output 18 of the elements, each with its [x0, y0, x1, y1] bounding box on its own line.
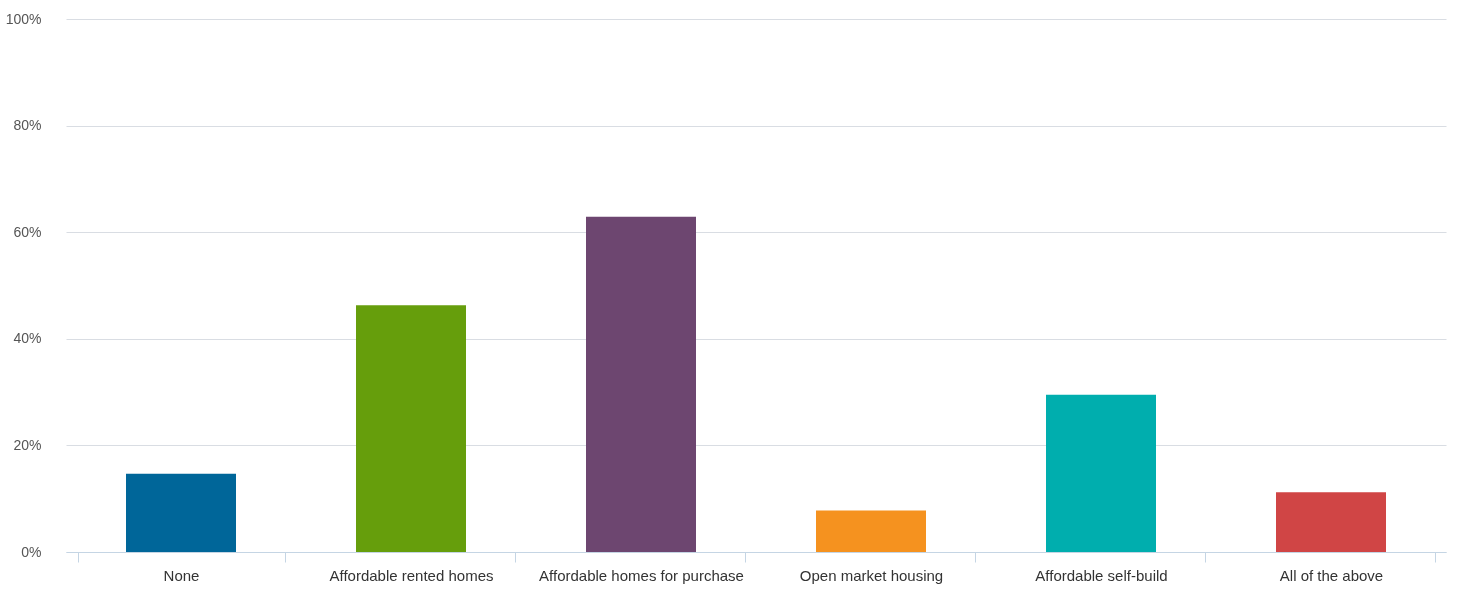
x-tick-label: Affordable rented homes [329, 566, 494, 584]
x-tick-label: Open market housing [799, 566, 944, 584]
bar [1046, 394, 1156, 552]
y-tick-label: 20% [13, 436, 42, 453]
y-tick-label: 80% [13, 117, 42, 134]
x-tick-label: None [163, 566, 200, 584]
bar [126, 473, 236, 552]
bar [586, 216, 696, 552]
bar [356, 305, 466, 552]
x-tick-label: Affordable homes for purchase [539, 566, 744, 584]
x-tick-label: Affordable self-build [1035, 566, 1168, 584]
y-tick-label: 60% [13, 223, 42, 240]
y-tick-label: 0% [21, 543, 42, 560]
x-tick-label: All of the above [1279, 566, 1384, 584]
bar [1276, 492, 1386, 552]
y-tick-label: 100% [5, 10, 42, 27]
bar [816, 510, 926, 552]
y-tick-label: 40% [13, 330, 42, 347]
